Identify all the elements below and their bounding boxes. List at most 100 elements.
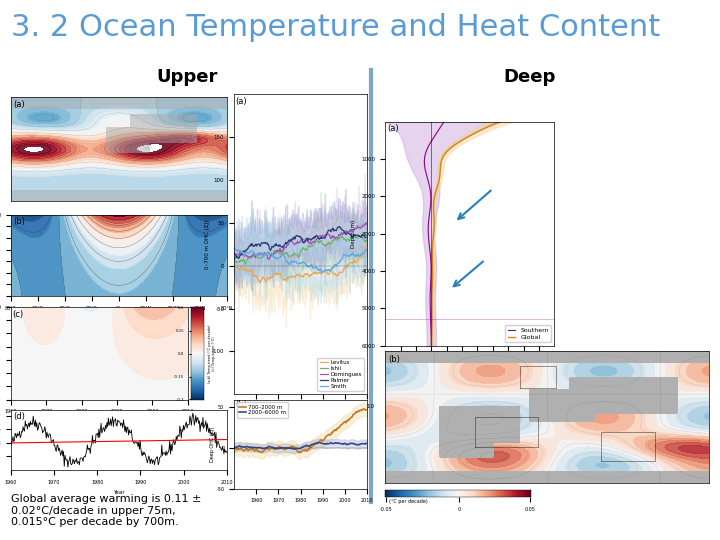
- Domingues: [285, 238, 294, 245]
- Global: [428, 321, 436, 328]
- 2000–6000 m: [353, 442, 361, 448]
- Text: (a): (a): [235, 98, 247, 106]
- Levitus: [251, 273, 260, 279]
- 2000–6000 m: [358, 441, 366, 447]
- Line: Palmer: Palmer: [234, 227, 367, 259]
- Text: (b): (b): [235, 401, 247, 409]
- Text: Upper: Upper: [156, 68, 218, 85]
- Palmer: [359, 232, 367, 238]
- 2000–6000 m: [265, 443, 274, 450]
- 700–2000 m: [363, 406, 372, 413]
- 700–2000 m: [357, 407, 366, 414]
- Domingues: [358, 222, 366, 228]
- Line: Smith: Smith: [234, 248, 367, 272]
- X-axis label: Year: Year: [294, 415, 307, 420]
- 2000–6000 m: [363, 441, 372, 447]
- 700–2000 m: [359, 406, 368, 412]
- Global: [428, 307, 436, 314]
- Southern: [426, 252, 435, 258]
- 2000–6000 m: [290, 446, 299, 453]
- Ishii: [252, 253, 261, 260]
- Text: (b): (b): [389, 355, 400, 364]
- Global: [496, 118, 505, 125]
- 700–2000 m: [265, 447, 274, 453]
- 2000–6000 m: [315, 440, 323, 446]
- Palmer: [323, 231, 331, 238]
- Text: Temperature changes
vary with depth.: Temperature changes vary with depth.: [385, 392, 572, 424]
- Levitus: [363, 241, 372, 248]
- 700–2000 m: [235, 446, 243, 453]
- Ishii: [284, 252, 292, 259]
- 700–2000 m: [230, 444, 238, 451]
- Palmer: [234, 255, 243, 262]
- 2000–6000 m: [235, 443, 243, 449]
- Levitus: [256, 280, 264, 286]
- Line: Levitus: Levitus: [234, 245, 367, 283]
- Ishii: [356, 233, 364, 239]
- Text: (d): (d): [13, 412, 24, 421]
- Line: Domingues: Domingues: [234, 222, 367, 259]
- Smith: [358, 250, 366, 256]
- 700–2000 m: [352, 409, 361, 416]
- Text: (a): (a): [387, 124, 398, 133]
- Ishii: [323, 241, 331, 247]
- Levitus: [307, 271, 316, 278]
- Ishii: [359, 234, 367, 241]
- Text: (a): (a): [13, 100, 24, 109]
- Domingues: [230, 254, 238, 260]
- Line: Global: Global: [432, 122, 500, 346]
- Y-axis label: Deep OHC (ZJ): Deep OHC (ZJ): [210, 427, 215, 462]
- Levitus: [323, 269, 331, 275]
- 700–2000 m: [238, 446, 246, 453]
- Levitus: [284, 275, 292, 281]
- Ishii: [285, 253, 294, 259]
- Southern: [426, 251, 435, 258]
- X-axis label: Warming rate (°C per decade): Warming rate (°C per decade): [433, 371, 507, 376]
- Palmer: [230, 249, 238, 256]
- Domingues: [307, 240, 316, 246]
- Global: [428, 342, 436, 349]
- Smith: [318, 269, 327, 275]
- Text: 3. 2 Ocean Temperature and Heat Content: 3. 2 Ocean Temperature and Heat Content: [11, 14, 660, 43]
- Smith: [363, 248, 372, 254]
- 700–2000 m: [295, 449, 304, 456]
- Global: [428, 255, 437, 262]
- Smith: [307, 262, 315, 268]
- Palmer: [252, 243, 261, 249]
- Line: Southern: Southern: [424, 122, 444, 346]
- Smith: [323, 267, 331, 274]
- Legend: 700–2000 m, 2000–6000 m: 700–2000 m, 2000–6000 m: [237, 402, 288, 417]
- Ishii: [230, 258, 238, 265]
- Ishii: [241, 261, 250, 267]
- Domingues: [362, 219, 371, 226]
- Global: [494, 119, 503, 125]
- Palmer: [284, 239, 292, 245]
- 2000–6000 m: [230, 444, 238, 451]
- Global: [428, 252, 436, 258]
- Southern: [440, 118, 449, 125]
- Ishii: [307, 241, 316, 248]
- Legend: Levitus, Ishii, Domingues, Palmer, Smith: Levitus, Ishii, Domingues, Palmer, Smith: [318, 357, 364, 392]
- Smith: [251, 252, 260, 258]
- Text: (c): (c): [12, 310, 24, 319]
- Domingues: [323, 231, 331, 238]
- Line: 700–2000 m: 700–2000 m: [234, 409, 367, 453]
- 2000–6000 m: [254, 444, 263, 451]
- Ishii: [363, 236, 372, 242]
- Southern: [426, 255, 435, 262]
- Domingues: [284, 242, 292, 248]
- Levitus: [230, 262, 238, 269]
- Southern: [427, 321, 436, 328]
- Domingues: [251, 251, 260, 258]
- Line: 2000–6000 m: 2000–6000 m: [234, 443, 367, 449]
- Y-axis label: 0–700 m OHC (ZJ): 0–700 m OHC (ZJ): [205, 220, 210, 269]
- 700–2000 m: [254, 448, 263, 455]
- Text: Global average warming is 0.11 ±
0.02°C/decade in upper 75m,
0.015°C per decade : Global average warming is 0.11 ± 0.02°C/…: [11, 494, 201, 527]
- Smith: [283, 258, 292, 264]
- Line: Ishii: Ishii: [234, 236, 367, 264]
- X-axis label: Year: Year: [113, 490, 125, 495]
- Text: (b): (b): [13, 217, 24, 226]
- Smith: [285, 261, 294, 268]
- Southern: [439, 119, 448, 125]
- Palmer: [363, 234, 372, 241]
